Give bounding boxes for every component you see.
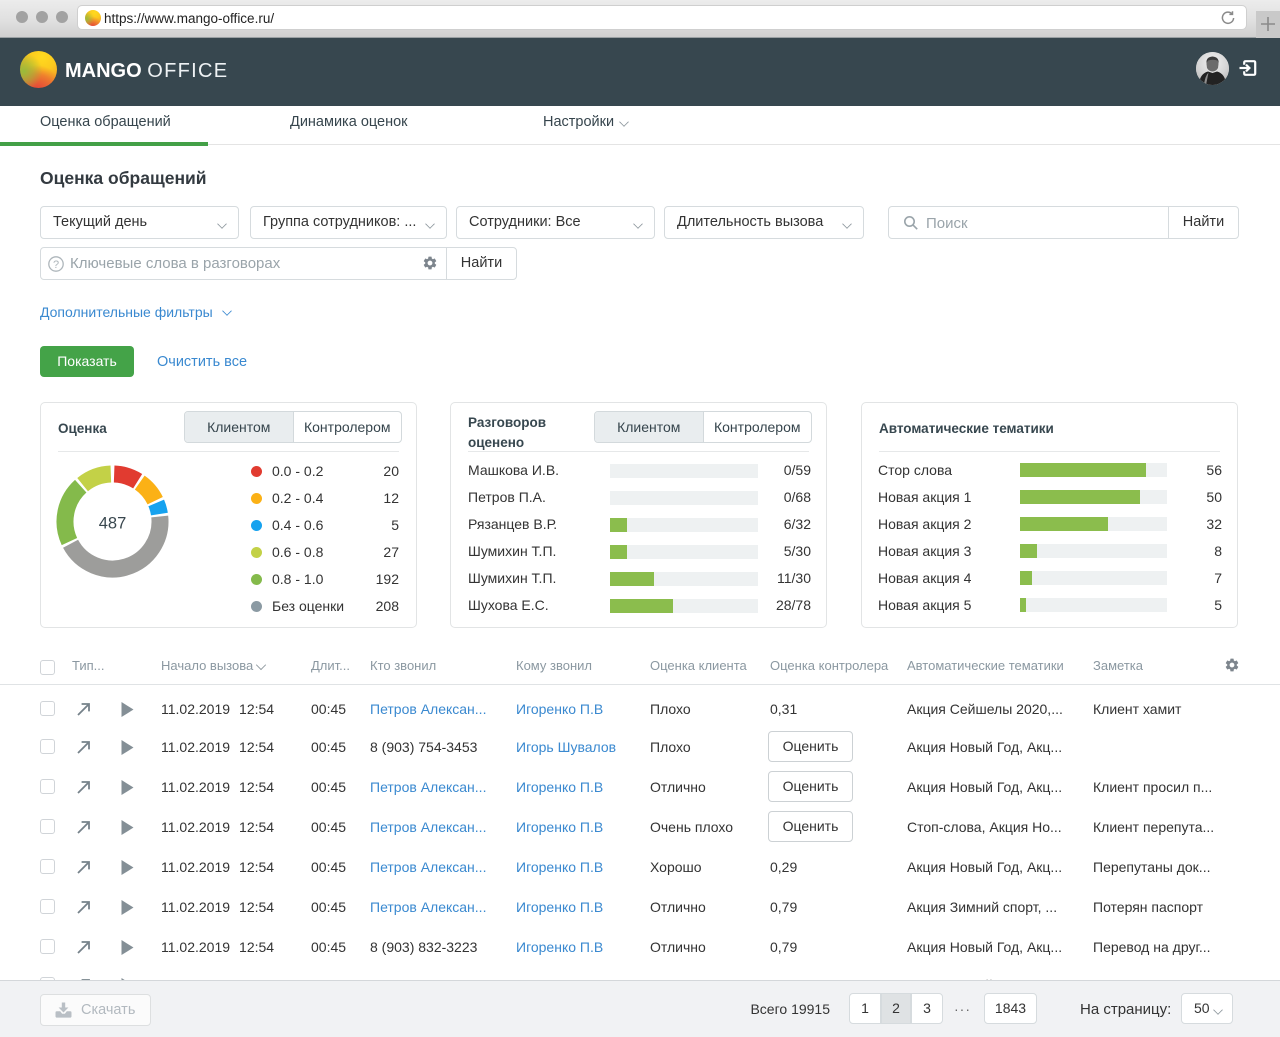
svg-text:?: ? [53,259,59,271]
svg-text:487: 487 [99,515,127,533]
